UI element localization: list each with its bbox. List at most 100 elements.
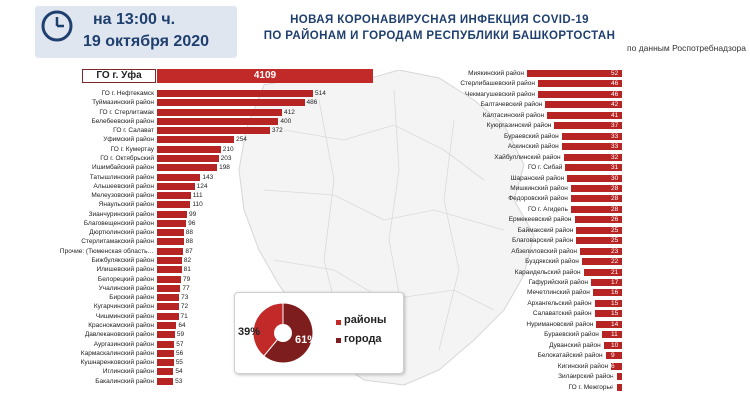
right-bar (579, 247, 622, 255)
left-bar-value: 254 (236, 136, 247, 144)
report-time: на 13:00 ч. (93, 11, 176, 28)
right-bar-label: Ермекеевский район (508, 216, 572, 224)
right-bar-value: 28 (611, 205, 619, 213)
right-bar-label: ГО г. Межгорье (568, 383, 614, 391)
left-bar (157, 331, 175, 339)
left-bar (157, 340, 175, 348)
right-bar-label: Куюргазинский район (486, 122, 552, 130)
right-bar-value: 9 (611, 352, 615, 360)
left-bar (157, 201, 191, 209)
legend-swatch-cities (336, 338, 341, 343)
right-bar (611, 362, 622, 370)
share-pie-chart (252, 302, 314, 364)
left-bar-label: Илишевский район (96, 266, 154, 274)
right-bar-value: 28 (611, 195, 619, 203)
left-bar-label: Чишминский район (95, 312, 154, 320)
right-bar (576, 237, 622, 245)
left-bar-label: Альшеевский район (93, 182, 154, 190)
left-bar-label: Стерлитамакский район (81, 238, 154, 246)
right-bar-value: 21 (611, 268, 619, 276)
left-bar-value: 72 (180, 303, 189, 311)
left-bar (157, 219, 187, 227)
legend-label-cities: города (344, 333, 382, 345)
right-bar-label: Калтасинский район (482, 111, 545, 119)
left-bar-label: Белорецкий район (97, 275, 154, 283)
right-bar (537, 80, 622, 88)
left-bar-label: Благовещенский район (83, 219, 154, 227)
left-bar-label: Татышлинский район (89, 173, 154, 181)
legend-swatch-districts (336, 320, 341, 325)
right-bar-value: 3 (611, 383, 615, 391)
right-bar-value: 16 (611, 289, 619, 297)
right-bar-label: Стерлибашевский район (460, 80, 535, 88)
right-bar-label: Хайбуллинский район (494, 153, 561, 161)
right-bar-value: 14 (611, 320, 619, 328)
left-bar-label: Учалинский район (98, 284, 154, 292)
right-bar-value: 26 (611, 216, 619, 224)
left-bar (157, 182, 195, 190)
left-bar (157, 210, 188, 218)
left-bar-value: 203 (220, 154, 232, 162)
left-bar-value: 64 (178, 322, 186, 329)
clock-icon (41, 10, 73, 42)
ufa-bar: 4109 (157, 69, 373, 83)
left-bar-value: 53 (175, 377, 183, 385)
right-bar (596, 320, 622, 328)
left-bar-value: 57 (176, 340, 184, 348)
right-bar-value: 46 (611, 90, 619, 98)
left-bar-label: ГО г. Стерлитамак (99, 108, 154, 116)
right-bar-label: Бураевский район (503, 132, 559, 140)
left-bar-value: 88 (185, 238, 193, 246)
left-bar-label: Кушнаренковский район (80, 359, 154, 367)
left-bar (157, 173, 201, 181)
right-bar (594, 299, 622, 307)
right-bar-value: 25 (611, 237, 619, 245)
left-bar-label: Бижбулякский район (91, 257, 154, 265)
right-bar-value: 23 (611, 247, 619, 255)
left-bar-label: Ишимбайский район (92, 164, 154, 172)
right-bar-label: Шаранский район (510, 174, 565, 182)
left-bar-label: Дюртюлинский район (89, 229, 154, 237)
share-pie-panel: 39% 61% районы города (234, 292, 404, 374)
right-bar-value: 17 (611, 279, 619, 286)
right-bar (576, 226, 622, 234)
right-bar (570, 205, 622, 213)
left-bar-value: 79 (182, 275, 191, 283)
left-bar (157, 359, 174, 367)
right-bar (565, 164, 622, 172)
right-bar-value: 33 (611, 143, 619, 151)
right-bar (592, 289, 622, 297)
left-bar (157, 368, 174, 376)
left-bar-value: 55 (175, 359, 183, 367)
right-bar-value: 37 (611, 122, 619, 130)
right-bar (554, 122, 622, 130)
right-bar (594, 310, 622, 318)
left-bar (157, 266, 182, 274)
right-bar (583, 268, 622, 276)
right-bar-value: 52 (611, 70, 619, 77)
right-bar (616, 383, 622, 391)
right-bar-label: Мечетлинский район (527, 289, 590, 297)
right-bar-value: 15 (611, 310, 619, 318)
left-bar-value: 87 (185, 247, 193, 255)
right-bar-value: 32 (611, 153, 619, 161)
right-bar-value: 3 (611, 373, 615, 381)
left-bar-value: 111 (192, 192, 203, 200)
left-bar (157, 192, 191, 200)
right-bar-value: 6 (611, 362, 615, 370)
left-bar-label: ГО г. Нефтекамск (101, 90, 154, 97)
right-bar-label: Миякинский район (468, 70, 524, 77)
left-bar-label: Бакалинский район (95, 377, 154, 385)
legend-label-districts: районы (344, 314, 387, 326)
right-bar-label: Федоровский район (508, 195, 568, 203)
right-bar-value: 31 (611, 164, 619, 172)
right-bar-label: Гафурийский район (528, 279, 588, 286)
right-bar (561, 143, 622, 151)
left-bar-label: Янаульский район (98, 201, 154, 209)
pie-label-cities: 61% (295, 334, 318, 346)
right-bar-value: 11 (611, 331, 618, 339)
right-bar-label: Архангельский район (527, 299, 592, 307)
right-bar-value: 30 (611, 174, 619, 182)
left-bar (157, 99, 305, 107)
